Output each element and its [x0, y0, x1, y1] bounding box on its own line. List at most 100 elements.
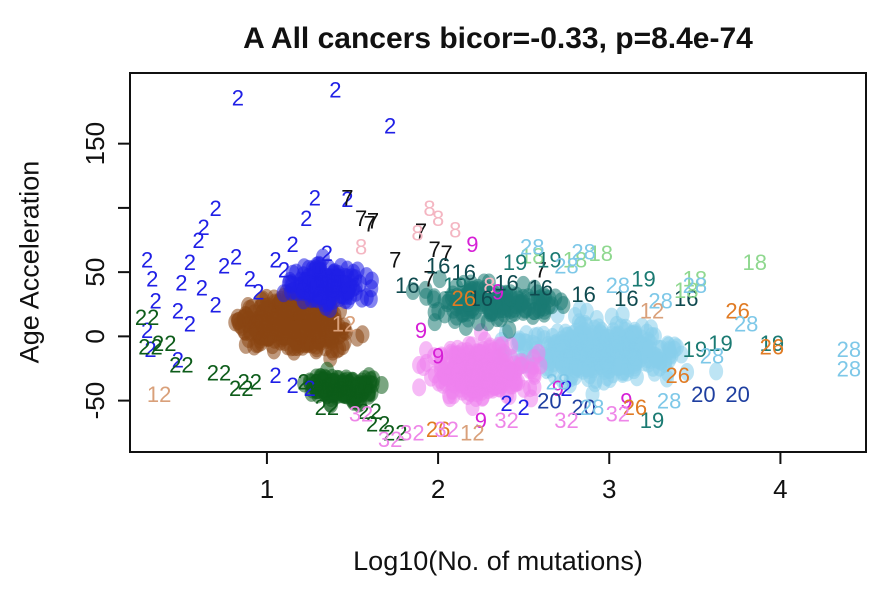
cluster-point — [449, 278, 464, 297]
point-label-28: 28 — [700, 344, 724, 369]
point-label-20: 20 — [725, 382, 749, 407]
point-label-2: 2 — [341, 187, 353, 212]
cluster-point — [465, 281, 480, 300]
cluster-point — [502, 320, 517, 339]
point-label-8: 8 — [423, 196, 435, 221]
point-label-20: 20 — [571, 395, 595, 420]
point-label-12: 12 — [460, 421, 484, 446]
point-label-19: 19 — [708, 331, 732, 356]
cluster-point — [604, 307, 619, 326]
point-label-2: 2 — [141, 318, 153, 343]
point-label-2: 2 — [230, 245, 242, 270]
point-label-2: 2 — [175, 270, 187, 295]
cluster-point — [432, 270, 447, 289]
point-label-2: 2 — [321, 241, 333, 266]
point-label-8: 8 — [355, 234, 367, 259]
point-label-8: 8 — [411, 220, 423, 245]
cluster-point — [285, 264, 300, 283]
cluster-point — [660, 363, 675, 382]
point-label-22: 22 — [169, 353, 193, 378]
point-label-2: 2 — [232, 85, 244, 110]
cluster-point — [556, 295, 571, 314]
cluster-point — [537, 286, 552, 305]
cluster-point — [674, 345, 689, 364]
point-label-32: 32 — [378, 427, 402, 452]
point-label-26: 26 — [426, 417, 450, 442]
cluster-point — [416, 358, 431, 377]
point-label-28: 28 — [520, 234, 544, 259]
cluster-point — [326, 321, 341, 340]
cluster-point — [366, 370, 381, 389]
cluster-point — [504, 336, 519, 355]
point-label-26: 26 — [725, 299, 749, 324]
point-label-26: 26 — [623, 395, 647, 420]
cluster-point — [609, 335, 624, 354]
cluster-point — [596, 372, 611, 391]
point-label-22: 22 — [366, 412, 390, 437]
point-label-7: 7 — [423, 267, 435, 292]
cluster-point — [527, 377, 542, 396]
point-label-20: 20 — [537, 389, 561, 414]
cluster-point — [297, 319, 312, 338]
cluster-cloud-dark-green — [297, 361, 389, 414]
point-label-2: 2 — [252, 279, 264, 304]
point-label-22: 22 — [315, 395, 339, 420]
point-label-28: 28 — [606, 273, 630, 298]
cluster-cloud-light-blue — [493, 300, 724, 404]
point-label-28: 28 — [734, 312, 758, 337]
point-label-7: 7 — [364, 211, 376, 236]
cluster-point — [680, 362, 695, 381]
point-label-8: 8 — [432, 206, 444, 231]
point-label-16: 16 — [529, 276, 553, 301]
cluster-point — [247, 337, 262, 356]
x-axis-label: Log10(No. of mutations) — [353, 546, 643, 576]
cluster-point — [276, 284, 291, 303]
point-label-16: 16 — [452, 260, 476, 285]
point-label-22: 22 — [152, 331, 176, 356]
chart-title: A All cancers bicor=-0.33, p=8.4e-74 — [243, 22, 753, 55]
point-label-8: 8 — [483, 273, 495, 298]
point-label-19: 19 — [640, 408, 664, 433]
point-label-2: 2 — [144, 337, 156, 362]
cluster-point — [521, 298, 536, 317]
cluster-point — [505, 376, 520, 395]
cluster-point — [307, 276, 322, 295]
point-label-2: 2 — [269, 247, 281, 272]
point-label-2: 2 — [209, 292, 221, 317]
cluster-point — [644, 326, 659, 345]
cluster-point — [517, 333, 532, 352]
point-label-2: 2 — [192, 228, 204, 253]
point-label-32: 32 — [606, 401, 630, 426]
cluster-point — [350, 328, 365, 347]
cluster-point — [266, 341, 281, 360]
x-tick-label: 2 — [431, 474, 445, 504]
point-label-9: 9 — [475, 408, 487, 433]
point-label-2: 2 — [518, 395, 530, 420]
point-label-9: 9 — [552, 376, 564, 401]
cluster-point — [497, 304, 512, 323]
point-label-2: 2 — [244, 267, 256, 292]
point-label-9: 9 — [432, 344, 444, 369]
point-label-16: 16 — [614, 286, 638, 311]
point-label-28: 28 — [657, 389, 681, 414]
cluster-point — [290, 338, 305, 357]
cluster-point — [568, 307, 583, 326]
cluster-point — [579, 316, 594, 335]
cluster-point — [500, 361, 515, 380]
cluster-point — [661, 336, 676, 355]
point-label-28: 28 — [837, 337, 861, 362]
cluster-point — [514, 353, 529, 372]
cluster-point — [470, 343, 485, 362]
point-label-18: 18 — [674, 278, 698, 303]
point-label-9: 9 — [492, 279, 504, 304]
point-label-22: 22 — [138, 335, 162, 360]
point-label-28: 28 — [683, 273, 707, 298]
cluster-point — [467, 368, 482, 387]
point-label-28: 28 — [546, 369, 570, 394]
point-label-32: 32 — [400, 421, 424, 446]
point-label-2: 2 — [218, 254, 230, 279]
point-label-19: 19 — [443, 273, 467, 298]
point-label-9: 9 — [620, 389, 632, 414]
cluster-point — [254, 314, 269, 333]
point-label-2: 2 — [172, 299, 184, 324]
